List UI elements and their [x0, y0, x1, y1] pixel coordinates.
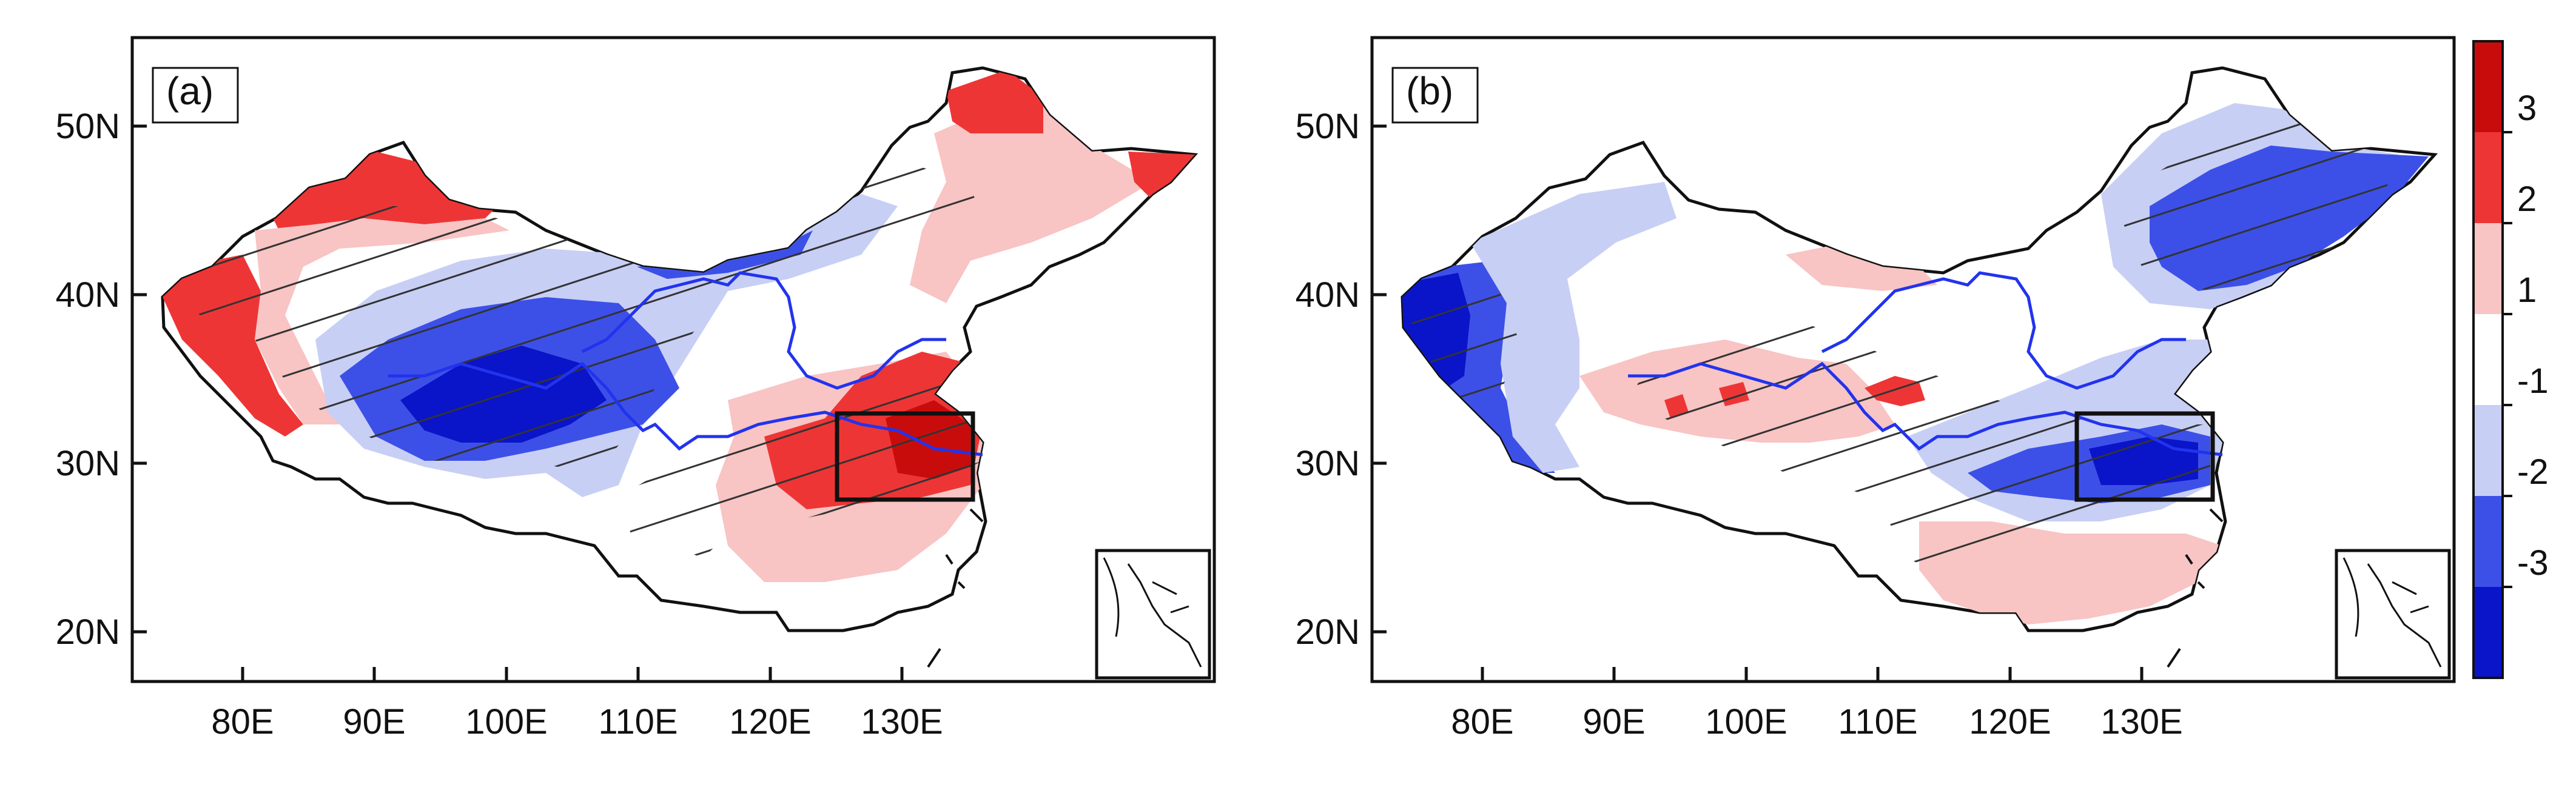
- colorbar-segment: [2473, 41, 2503, 132]
- lon-tick-label: 80E: [211, 702, 274, 742]
- panel-a-red-northeast-tip: [1128, 152, 1195, 200]
- lat-tick-label: 20N: [1296, 612, 1360, 652]
- colorbar-label: -2: [2517, 452, 2549, 492]
- panel-a-yellow-river: [581, 271, 946, 390]
- panel-b-label-box: [1391, 67, 1479, 124]
- panel-a-pink-northeast: [910, 91, 1152, 303]
- lon-tick-label: 110E: [598, 702, 678, 742]
- lon-tick-label: 100E: [465, 702, 547, 742]
- panel-a-map: [161, 66, 1211, 680]
- panel-b-study-box: [2074, 411, 2215, 502]
- lon-tick-label: 100E: [1705, 702, 1787, 742]
- lon-tick-label: 120E: [729, 702, 811, 742]
- colorbar-frame: [2472, 40, 2504, 679]
- panel-a-study-box: [835, 411, 975, 502]
- colorbar-label: 3: [2517, 89, 2537, 128]
- panel-b-lat-axis: 50N 40N 30N 20N: [1296, 107, 1387, 652]
- panel-b-yangtze-river: [1628, 361, 2223, 457]
- colorbar-segment: [2473, 587, 2503, 678]
- colorbar-segment: [2473, 132, 2503, 223]
- panel-a-inset-frame: [1095, 549, 1211, 680]
- lon-tick-label: 130E: [861, 702, 943, 742]
- panel-b-map: [1401, 66, 2451, 680]
- panel-a-red-northeast: [946, 70, 1043, 133]
- lon-tick-label: 80E: [1451, 702, 1513, 742]
- panel-a-inset-coast: [1103, 557, 1202, 668]
- lon-tick-label: 90E: [1582, 702, 1645, 742]
- panel-b-lightblue-west: [1470, 182, 1676, 473]
- panel-a-yangtze-river: [388, 361, 983, 457]
- colorbar-label: 2: [2517, 179, 2537, 219]
- lat-tick-label: 30N: [56, 444, 120, 483]
- lon-tick-label: 90E: [343, 702, 405, 742]
- colorbar-segment: [2473, 314, 2503, 405]
- colorbar-label: 1: [2517, 270, 2537, 310]
- colorbar-label: -3: [2517, 543, 2549, 583]
- colorbar-segment: [2473, 496, 2503, 587]
- lon-tick-label: 130E: [2100, 702, 2182, 742]
- panel-a-label-box: [152, 67, 239, 124]
- colorbar-label: -1: [2517, 361, 2549, 401]
- lat-tick-label: 20N: [56, 612, 120, 652]
- panel-b-label: (b): [1406, 69, 1453, 113]
- panel-b-inset-frame: [2335, 549, 2451, 680]
- panel-a-lon-axis: 80E 90E 100E 110E 120E 130E: [211, 667, 943, 742]
- colorbar-segment: [2473, 405, 2503, 496]
- lat-tick-label: 50N: [1296, 107, 1360, 146]
- panel-a-islands: [927, 508, 984, 668]
- panel-b-islands: [2167, 508, 2224, 668]
- panel-a-label: (a): [166, 69, 214, 113]
- panel-b-yellow-river: [1821, 271, 2186, 390]
- colorbar-segment: [2473, 223, 2503, 314]
- panel-a: (a) 50N 40N 30N 20N 80E 90E 100E 110E 120E 130E: [56, 36, 1216, 742]
- lat-tick-label: 30N: [1296, 444, 1360, 483]
- panel-b: (b) 50N 40N 30N 20N 80E 90E 100E 110E 120E 130E: [1296, 36, 2456, 742]
- lat-tick-label: 40N: [1296, 275, 1360, 315]
- lat-tick-label: 50N: [56, 107, 120, 146]
- lon-tick-label: 110E: [1838, 702, 1917, 742]
- panel-a-lat-axis: 50N 40N 30N 20N: [56, 107, 147, 652]
- lon-tick-label: 120E: [1969, 702, 2051, 742]
- panel-b-lon-axis: 80E 90E 100E 110E 120E 130E: [1451, 667, 2183, 742]
- panel-b-inset-coast: [2342, 557, 2442, 668]
- lat-tick-label: 40N: [56, 275, 120, 315]
- colorbar: 3 2 1 -1 -2 -3: [2472, 40, 2549, 679]
